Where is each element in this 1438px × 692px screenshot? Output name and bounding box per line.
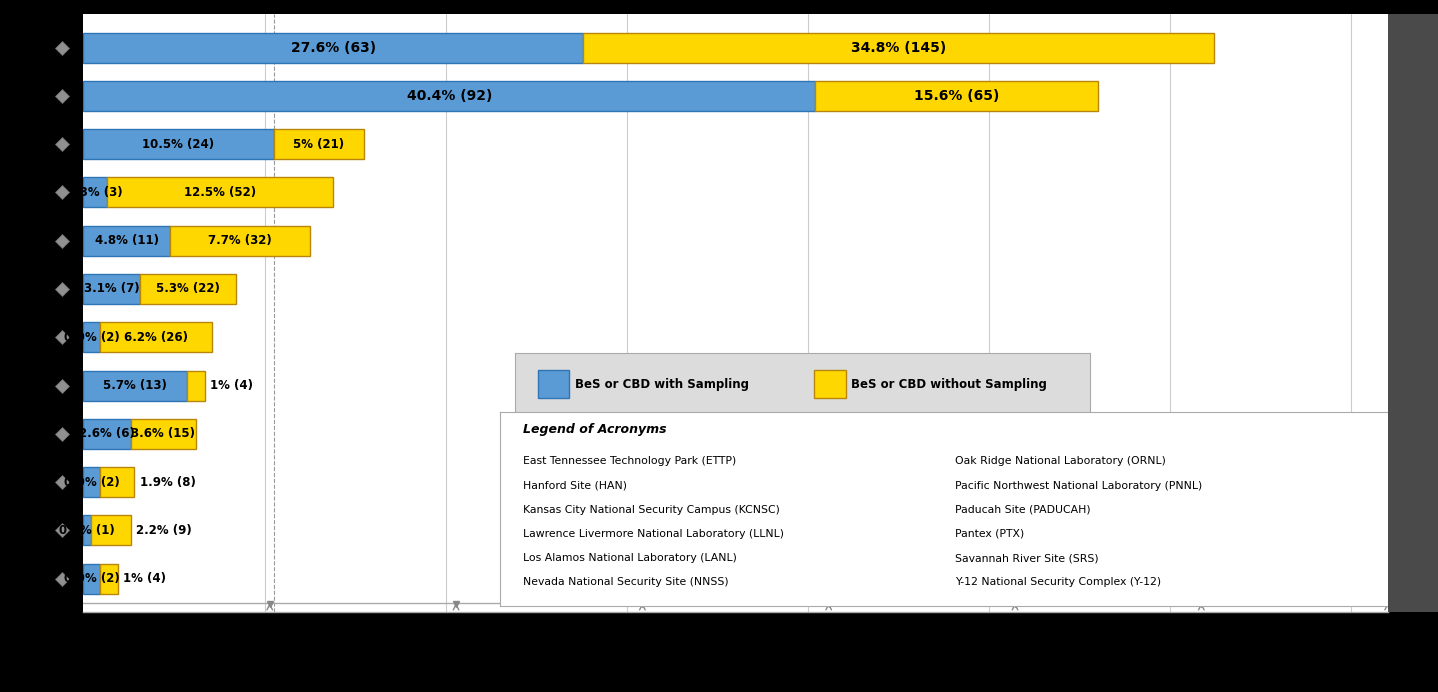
Bar (131, 419, 196, 449)
Text: Kansas City National Security Campus (KCNSC): Kansas City National Security Campus (KC… (522, 504, 779, 515)
Bar (91, 516, 131, 545)
Bar (83, 274, 139, 304)
Text: Lawrence Livermore National Laboratory (LLNL): Lawrence Livermore National Laboratory (… (522, 529, 784, 539)
Text: 0.9% (2): 0.9% (2) (63, 331, 119, 344)
Bar (99, 322, 211, 352)
Text: East Tennessee Technology Park (ETTP): East Tennessee Technology Park (ETTP) (522, 456, 736, 466)
Text: Oak Ridge National Laboratory (ORNL): Oak Ridge National Laboratory (ORNL) (955, 456, 1166, 466)
Text: 27.6% (63): 27.6% (63) (290, 41, 375, 55)
Bar (83, 419, 131, 449)
Text: BeS or CBD with Sampling: BeS or CBD with Sampling (575, 378, 749, 390)
Text: Y-12 National Security Complex (Y-12): Y-12 National Security Complex (Y-12) (955, 577, 1162, 588)
Text: 3.6% (15): 3.6% (15) (131, 428, 196, 440)
Bar (538, 370, 569, 398)
Bar (273, 129, 364, 159)
Bar (83, 129, 273, 159)
Text: Nevada National Security Site (NNSS): Nevada National Security Site (NNSS) (522, 577, 728, 588)
Text: Legend of Acronyms: Legend of Acronyms (522, 424, 666, 437)
Text: 0.9% (2): 0.9% (2) (63, 572, 119, 585)
Text: 5.7% (13): 5.7% (13) (104, 379, 167, 392)
Text: 12.5% (52): 12.5% (52) (184, 186, 256, 199)
Bar (83, 81, 815, 111)
Bar (83, 322, 99, 352)
Bar (170, 226, 309, 255)
Text: 7.7% (32): 7.7% (32) (209, 234, 272, 247)
Text: 0.4% (1): 0.4% (1) (59, 524, 115, 537)
Bar (584, 33, 1214, 62)
Text: 1.9% (8): 1.9% (8) (139, 475, 196, 489)
Bar (83, 516, 91, 545)
Bar (106, 177, 334, 208)
Text: 5.3% (22): 5.3% (22) (155, 282, 220, 295)
Bar (83, 226, 170, 255)
Bar (99, 467, 134, 497)
Text: Los Alamos National Laboratory (LANL): Los Alamos National Laboratory (LANL) (522, 553, 736, 563)
Text: 2.6% (6): 2.6% (6) (79, 428, 135, 440)
Text: 2.2% (9): 2.2% (9) (137, 524, 191, 537)
Text: BeS or CBD without Sampling: BeS or CBD without Sampling (851, 378, 1047, 390)
Text: Savannah River Site (SRS): Savannah River Site (SRS) (955, 553, 1099, 563)
Text: 15.6% (65): 15.6% (65) (915, 89, 999, 103)
Text: 6.2% (26): 6.2% (26) (124, 331, 188, 344)
Bar (83, 467, 99, 497)
Bar (139, 274, 236, 304)
Text: 3.1% (7): 3.1% (7) (83, 282, 139, 295)
Bar (815, 81, 1097, 111)
Text: 1% (4): 1% (4) (210, 379, 253, 392)
Bar (83, 177, 106, 208)
Text: 0.9% (2): 0.9% (2) (63, 475, 119, 489)
Bar (83, 371, 187, 401)
Text: 4.8% (11): 4.8% (11) (95, 234, 158, 247)
Text: 1.3% (3): 1.3% (3) (68, 186, 124, 199)
Text: Hanford Site (HAN): Hanford Site (HAN) (522, 480, 627, 491)
Text: Pantex (PTX): Pantex (PTX) (955, 529, 1024, 539)
Text: 40.4% (92): 40.4% (92) (407, 89, 492, 103)
Bar (99, 564, 118, 594)
Bar (187, 371, 204, 401)
Text: 5% (21): 5% (21) (293, 138, 345, 151)
Bar (814, 370, 846, 398)
Text: 1% (4): 1% (4) (124, 572, 167, 585)
Text: Paducah Site (PADUCAH): Paducah Site (PADUCAH) (955, 504, 1091, 515)
Bar (83, 33, 584, 62)
Text: 10.5% (24): 10.5% (24) (142, 138, 214, 151)
Text: 34.8% (145): 34.8% (145) (851, 41, 946, 55)
Text: Pacific Northwest National Laboratory (PNNL): Pacific Northwest National Laboratory (P… (955, 480, 1202, 491)
Bar (83, 564, 99, 594)
